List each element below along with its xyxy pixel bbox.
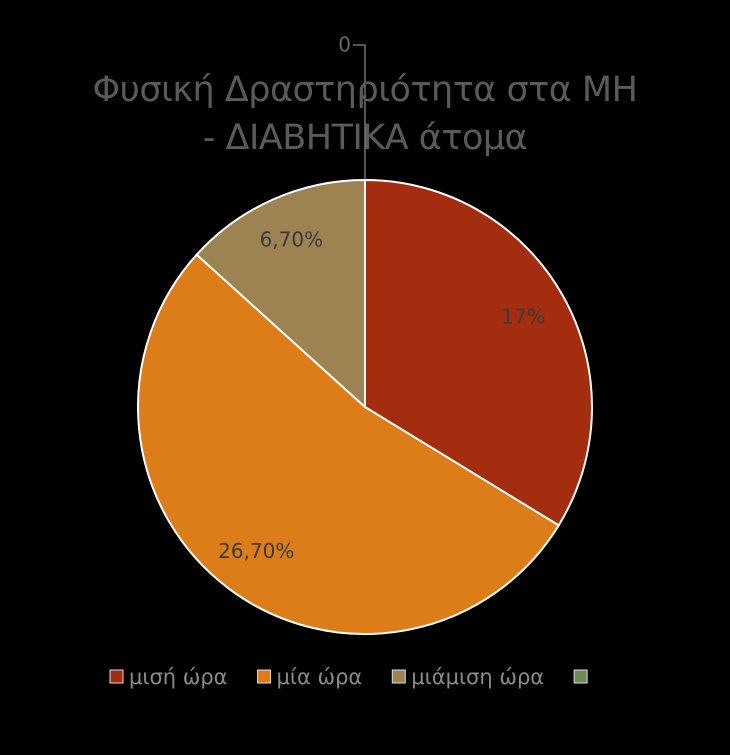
pie-slice — [195, 178, 366, 410]
legend-swatch — [109, 669, 124, 684]
legend-swatch — [257, 669, 272, 684]
legend-swatch — [391, 669, 406, 684]
pie-slice — [364, 178, 593, 527]
legend-label: μιάμιση ώρα — [411, 665, 544, 689]
leader-line — [353, 44, 366, 180]
data-label: 6,70% — [260, 228, 324, 252]
legend-label: μία ώρα — [277, 665, 363, 689]
data-label: 26,70% — [218, 539, 294, 563]
legend-label: μισή ώρα — [129, 665, 228, 689]
data-label: 17% — [501, 305, 545, 329]
chart-title: Φυσική Δραστηριότητα στα ΜΗ - ΔΙΑΒΗΤΙΚΑ … — [92, 70, 638, 158]
pie-slice — [137, 253, 561, 635]
legend-swatch — [573, 669, 588, 684]
data-label: 0 — [338, 33, 351, 57]
